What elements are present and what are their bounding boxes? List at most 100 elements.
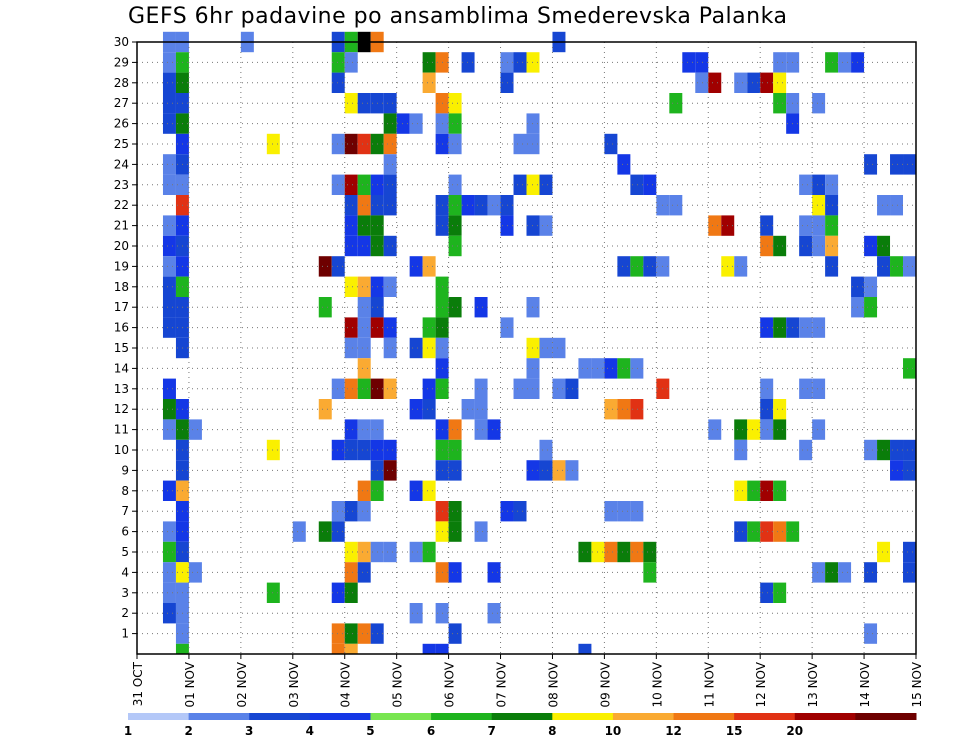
heatmap-cell bbox=[448, 133, 462, 155]
heatmap-cell bbox=[812, 317, 826, 338]
heatmap-cell bbox=[539, 337, 553, 359]
heatmap-cell bbox=[344, 174, 358, 195]
colorbar-swatch bbox=[794, 713, 856, 720]
heatmap-cell bbox=[773, 235, 787, 257]
heatmap-cell bbox=[812, 562, 826, 583]
y-tick-label: 5 bbox=[121, 545, 129, 559]
heatmap-cell bbox=[734, 480, 748, 501]
heatmap-cell bbox=[474, 521, 488, 542]
colorbar-label: 7 bbox=[488, 724, 496, 738]
y-tick-label: 14 bbox=[114, 361, 129, 375]
y-tick-label: 30 bbox=[114, 35, 129, 49]
heatmap-cell bbox=[266, 439, 280, 461]
x-tick-label: 14 NOV bbox=[858, 661, 872, 707]
heatmap-cell bbox=[383, 439, 397, 461]
heatmap-cell bbox=[630, 174, 644, 195]
heatmap-cell bbox=[760, 235, 774, 257]
colorbar-swatch bbox=[673, 713, 735, 720]
y-tick-label: 17 bbox=[114, 300, 129, 314]
heatmap-cell bbox=[448, 174, 462, 195]
heatmap-cell bbox=[448, 93, 462, 114]
heatmap-cell bbox=[383, 337, 397, 359]
y-tick-label: 7 bbox=[121, 504, 129, 518]
heatmap-cell bbox=[448, 419, 462, 440]
heatmap-cell bbox=[318, 256, 332, 277]
heatmap-cell bbox=[162, 215, 176, 236]
heatmap-cell bbox=[162, 378, 176, 399]
colorbar-swatch bbox=[128, 713, 190, 720]
heatmap-cell bbox=[760, 419, 774, 440]
heatmap-cell bbox=[734, 521, 748, 542]
heatmap-cell bbox=[318, 399, 332, 420]
heatmap-cell bbox=[760, 480, 774, 501]
heatmap-cell bbox=[357, 623, 371, 644]
heatmap-cell bbox=[734, 439, 748, 461]
heatmap-cell bbox=[864, 276, 878, 297]
heatmap-cell bbox=[331, 256, 345, 277]
heatmap-cell bbox=[331, 439, 345, 461]
x-tick-label: 15 NOV bbox=[910, 661, 924, 707]
heatmap-cell bbox=[747, 419, 761, 440]
heatmap-cell bbox=[604, 541, 618, 563]
heatmap-cell bbox=[630, 501, 644, 522]
x-tick-label: 11 NOV bbox=[702, 661, 716, 707]
heatmap-cell bbox=[383, 154, 397, 175]
heatmap-cell bbox=[344, 317, 358, 338]
heatmap-cell bbox=[331, 72, 345, 93]
heatmap-cell bbox=[422, 399, 436, 420]
heatmap-cell bbox=[448, 501, 462, 522]
y-tick-label: 13 bbox=[114, 382, 129, 396]
heatmap-cell bbox=[448, 562, 462, 583]
heatmap-cell bbox=[422, 643, 436, 654]
heatmap-cell bbox=[617, 154, 631, 175]
heatmap-cell bbox=[357, 317, 371, 338]
heatmap-cell bbox=[162, 52, 176, 73]
heatmap-cell bbox=[825, 195, 839, 216]
heatmap-cell bbox=[383, 317, 397, 338]
heatmap-cell bbox=[383, 378, 397, 399]
heatmap-cell bbox=[799, 378, 813, 399]
heatmap-cell bbox=[604, 133, 618, 155]
heatmap-cell bbox=[331, 582, 345, 603]
heatmap-cell bbox=[643, 174, 657, 195]
heatmap-cell bbox=[487, 603, 501, 624]
colorbar-label: 5 bbox=[366, 724, 374, 738]
heatmap-cell bbox=[760, 72, 774, 93]
heatmap-cell bbox=[162, 297, 176, 318]
heatmap-cell bbox=[903, 256, 916, 277]
heatmap-cell bbox=[734, 419, 748, 440]
heatmap-cell bbox=[825, 215, 839, 236]
y-tick-label: 9 bbox=[121, 463, 129, 477]
heatmap-cell bbox=[344, 195, 358, 216]
heatmap-cell bbox=[344, 419, 358, 440]
heatmap-cell bbox=[903, 358, 916, 379]
heatmap-cell bbox=[773, 480, 787, 501]
y-tick-label: 15 bbox=[114, 341, 129, 355]
heatmap-cell bbox=[539, 439, 553, 461]
heatmap-cell bbox=[344, 562, 358, 583]
heatmap-cell bbox=[903, 541, 916, 563]
heatmap-cell bbox=[864, 439, 878, 461]
heatmap-cell bbox=[552, 378, 566, 399]
x-tick-label: 02 NOV bbox=[235, 661, 249, 707]
heatmap-cell bbox=[292, 521, 306, 542]
heatmap-cell bbox=[448, 195, 462, 216]
heatmap-cell bbox=[578, 358, 592, 379]
heatmap-cell bbox=[448, 235, 462, 257]
heatmap-cell bbox=[461, 52, 475, 73]
heatmap-cell bbox=[344, 643, 358, 654]
colorbar-swatch bbox=[491, 713, 553, 720]
heatmap-cell bbox=[266, 582, 280, 603]
heatmap-cell bbox=[513, 52, 527, 73]
y-tick-label: 24 bbox=[114, 157, 129, 171]
y-tick-label: 1 bbox=[121, 627, 129, 641]
y-tick-label: 6 bbox=[121, 525, 129, 539]
heatmap-cell bbox=[344, 215, 358, 236]
heatmap-cell bbox=[344, 582, 358, 603]
heatmap-cell bbox=[799, 235, 813, 257]
heatmap-cell bbox=[474, 399, 488, 420]
y-tick-label: 2 bbox=[121, 606, 129, 620]
y-tick-label: 20 bbox=[114, 239, 129, 253]
heatmap-cell bbox=[825, 174, 839, 195]
